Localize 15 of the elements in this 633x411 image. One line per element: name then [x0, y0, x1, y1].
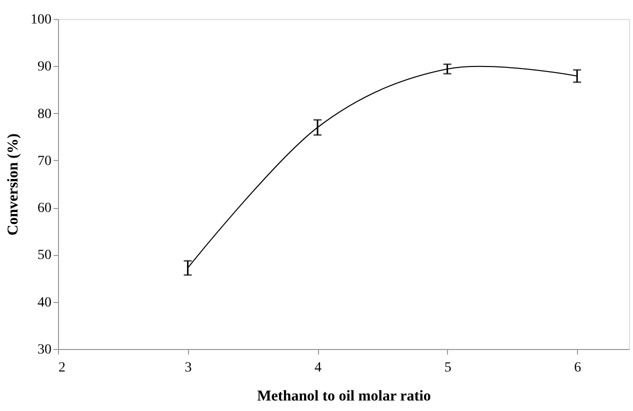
x-tick-label: 6 — [574, 360, 582, 376]
x-tick-label: 4 — [314, 360, 322, 376]
x-tick-label: 5 — [444, 360, 452, 376]
y-tick-label: 90 — [38, 60, 52, 75]
x-tick-label: 2 — [58, 360, 66, 376]
y-tick-label: 40 — [38, 295, 52, 310]
y-axis-title: Conversion (%) — [6, 133, 22, 236]
y-tick-label: 70 — [38, 154, 52, 169]
y-tick-label: 60 — [38, 201, 52, 216]
y-tick-label: 100 — [30, 12, 52, 28]
y-tick-label: 50 — [38, 248, 52, 264]
y-tick-label: 30 — [38, 342, 52, 358]
x-axis-title: Methanol to oil molar ratio — [257, 388, 431, 404]
y-tick-label: 80 — [38, 106, 52, 122]
x-tick-label: 3 — [184, 360, 192, 376]
